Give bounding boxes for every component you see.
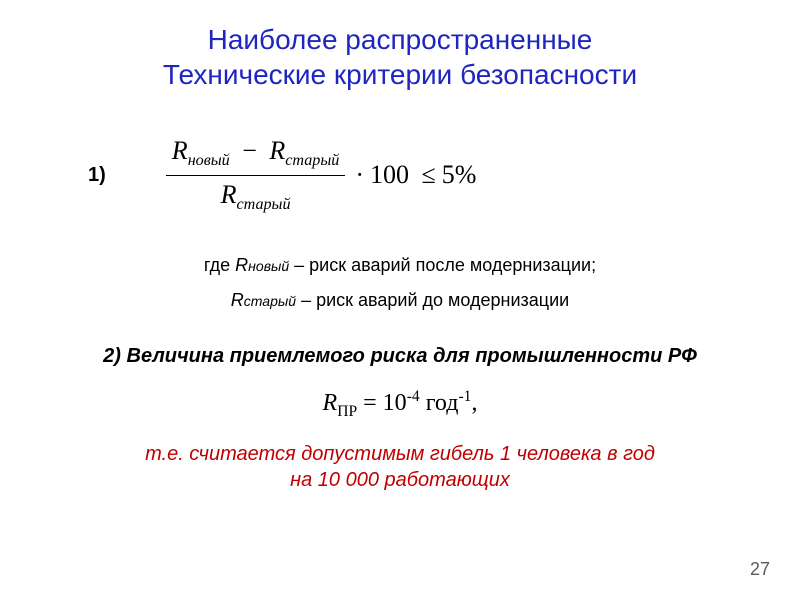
slide-title: Наиболее распространенные Технические кр… xyxy=(0,0,800,92)
note: т.е. считается допустимым гибель 1 челов… xyxy=(0,441,800,493)
title-line1: Наиболее распространенные xyxy=(208,24,593,55)
def-line-1: где Rновый – риск аварий после модерниза… xyxy=(0,248,800,282)
criterion-1-row: 1) Rновый − Rстарый Rстарый ·100 ≤5% xyxy=(0,134,800,216)
title-line2: Технические критерии безопасности xyxy=(163,59,637,90)
denominator: Rстарый xyxy=(215,178,297,217)
fraction-bar xyxy=(166,175,346,176)
R-new: Rновый xyxy=(172,136,230,165)
page-number: 27 xyxy=(750,559,770,580)
item1-marker: 1) xyxy=(88,164,106,187)
fraction: Rновый − Rстарый Rстарый xyxy=(166,134,346,216)
note-line2: на 10 000 работающих xyxy=(290,469,510,491)
def-line-2: Rстарый – риск аварий до модернизации xyxy=(0,283,800,317)
definitions: где Rновый – риск аварий после модерниза… xyxy=(0,248,800,316)
R-old-den: Rстарый xyxy=(221,180,291,209)
criterion-2-heading: 2) Величина приемлемого риска для промыш… xyxy=(0,345,800,368)
formula-tail: ·100 ≤5% xyxy=(349,160,476,190)
note-line1: т.е. считается допустимым гибель 1 челов… xyxy=(145,443,655,465)
slide: Наиболее распространенные Технические кр… xyxy=(0,0,800,600)
formula-2: RПР = 10-4 год-1, xyxy=(0,388,800,421)
formula-1: Rновый − Rстарый Rстарый ·100 ≤5% xyxy=(166,134,477,216)
numerator: Rновый − Rстарый xyxy=(166,134,346,173)
minus: − xyxy=(236,136,263,165)
R-old-num: Rстарый xyxy=(269,136,339,165)
